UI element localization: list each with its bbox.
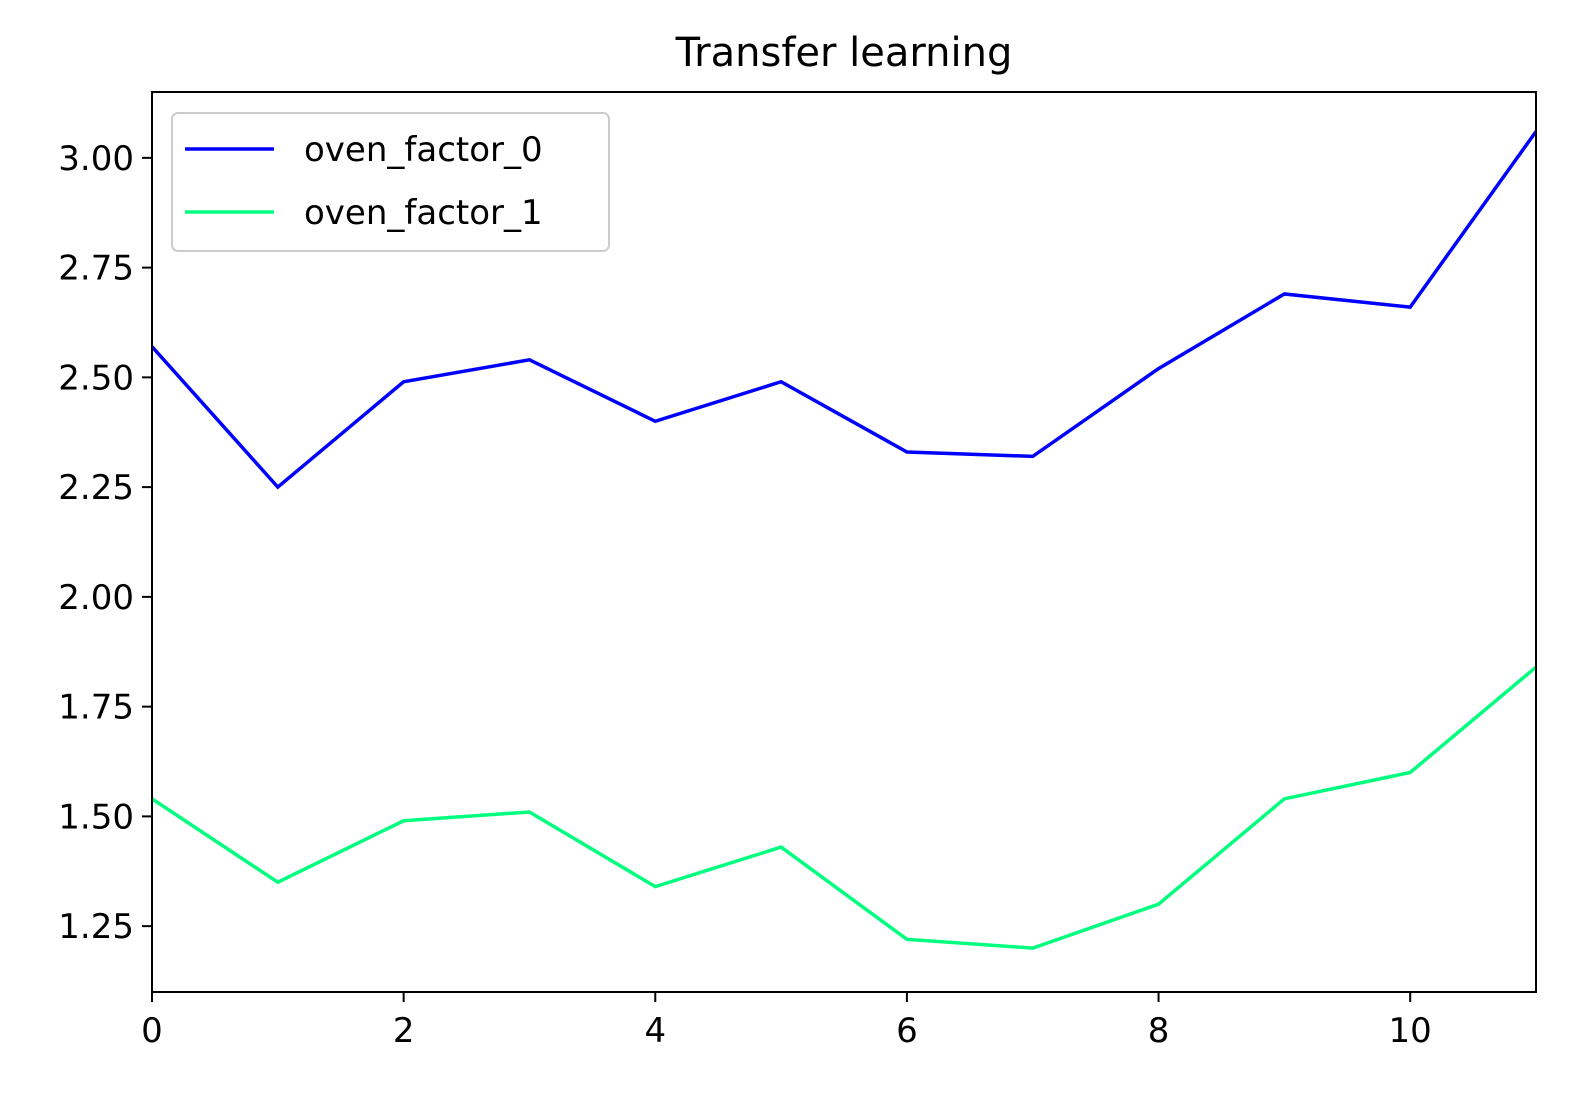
legend-label: oven_factor_0 — [304, 130, 543, 170]
y-tick-label: 3.00 — [58, 139, 134, 179]
legend-box — [171, 112, 610, 252]
legend-label: oven_factor_1 — [304, 193, 543, 233]
x-tick-label: 6 — [896, 1011, 918, 1051]
x-axis: 0 2 4 6 8 10 — [141, 992, 1432, 1051]
x-tick-label: 2 — [393, 1011, 415, 1051]
y-tick-label: 1.75 — [58, 688, 134, 728]
y-axis: 1.25 1.50 1.75 2.00 2.25 2.50 2.75 3.00 — [58, 139, 152, 947]
series-line-oven_factor_0 — [152, 130, 1536, 490]
y-tick-label: 1.50 — [58, 797, 134, 837]
x-tick-label: 4 — [644, 1011, 666, 1051]
legend: oven_factor_0 oven_factor_1 — [171, 112, 610, 252]
plot-frame — [151, 91, 1537, 993]
x-tick-label: 10 — [1389, 1011, 1432, 1051]
y-tick-label: 2.75 — [58, 249, 134, 289]
series-line-oven_factor_1 — [152, 665, 1536, 950]
plot-area — [152, 130, 1536, 950]
x-tick-label: 8 — [1148, 1011, 1170, 1051]
x-tick-label: 0 — [141, 1011, 163, 1051]
y-tick-label: 2.50 — [58, 358, 134, 398]
chart-title: Transfer learning — [675, 30, 1013, 76]
y-tick-label: 2.00 — [58, 578, 134, 618]
y-tick-label: 2.25 — [58, 468, 134, 508]
y-tick-label: 1.25 — [58, 907, 134, 947]
